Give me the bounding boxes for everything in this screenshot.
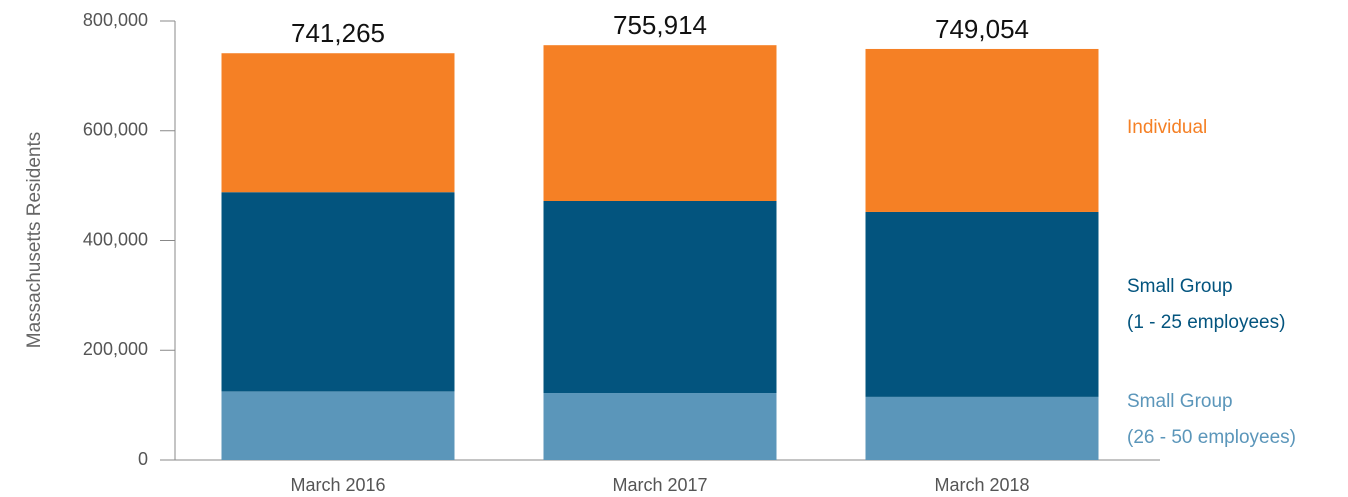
- y-tick-label: 800,000: [83, 10, 148, 30]
- bar-segment: [543, 200, 777, 394]
- legend-entry: Small Group (1 - 25 employees): [1127, 276, 1286, 333]
- bar-segment: [543, 393, 777, 460]
- x-tick-label: March 2016: [290, 475, 385, 495]
- y-tick-label: 0: [138, 449, 148, 469]
- bar-segment: [543, 45, 777, 201]
- legend-entry: Individual: [1127, 117, 1208, 138]
- x-tick-label: March 2017: [612, 475, 707, 495]
- y-tick-label: 400,000: [83, 229, 148, 249]
- total-label: 755,914: [613, 10, 707, 40]
- bar-segment: [221, 53, 455, 193]
- bar-segment: [221, 391, 455, 460]
- y-tick-label: 600,000: [83, 120, 148, 140]
- bar-segment: [865, 396, 1099, 460]
- total-label: 741,265: [291, 18, 385, 48]
- total-label: 749,054: [935, 14, 1029, 44]
- y-tick-label: 200,000: [83, 339, 148, 359]
- y-axis-title: Massachusetts Residents: [24, 132, 45, 349]
- x-tick-label: March 2018: [934, 475, 1029, 495]
- bar-segment: [865, 211, 1099, 397]
- bar-segment: [865, 48, 1099, 212]
- legend-entry: Small Group (26 - 50 employees): [1127, 391, 1296, 448]
- bar-segment: [221, 192, 455, 392]
